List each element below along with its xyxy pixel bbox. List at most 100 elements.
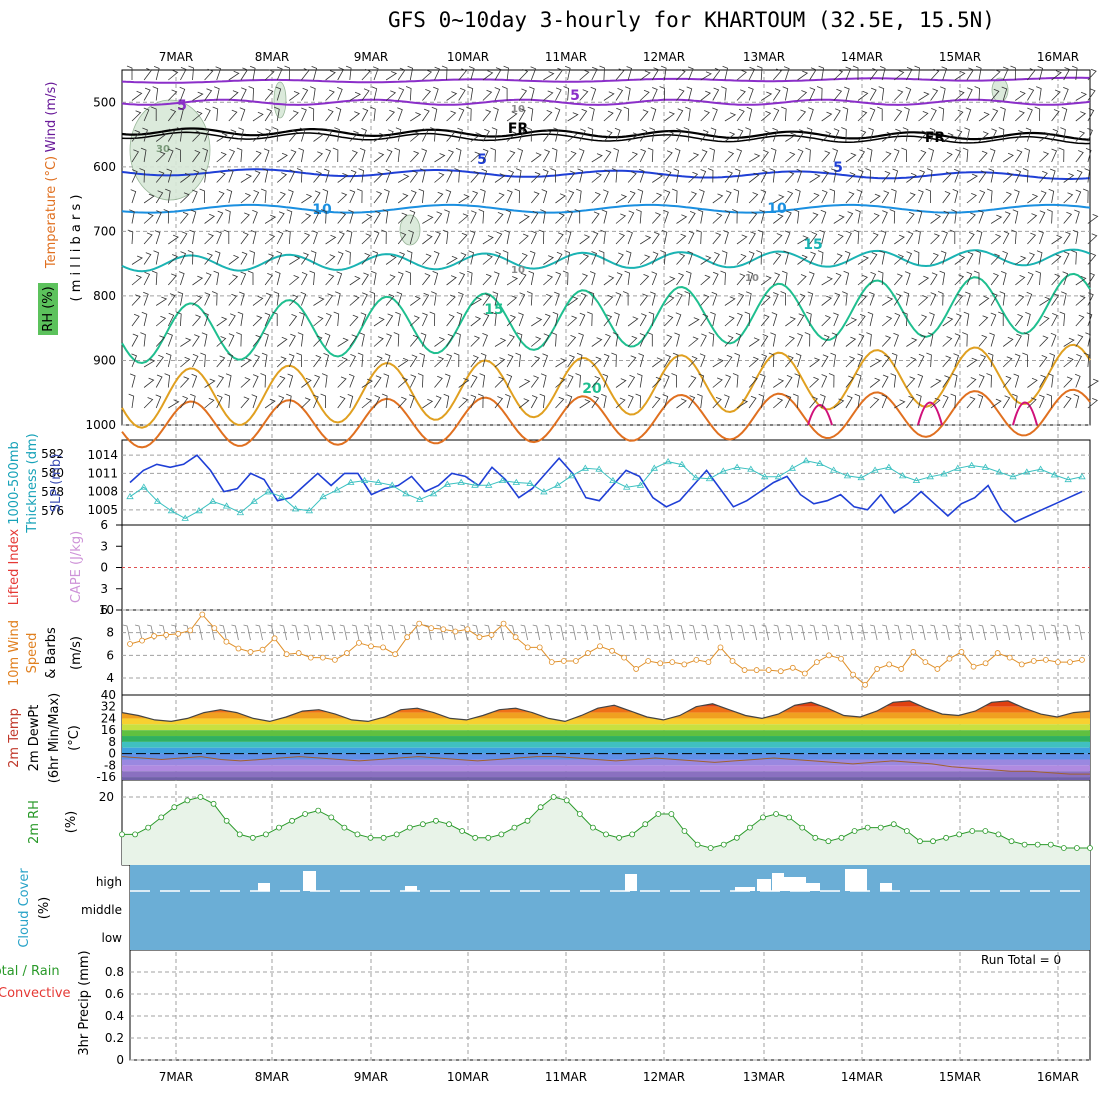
wind-barb — [676, 398, 687, 409]
wind-barb — [263, 332, 269, 347]
cloud-level-high: high — [96, 875, 122, 889]
wind-barb — [942, 355, 952, 368]
wind-barb — [954, 90, 965, 101]
rh-shade-3 — [991, 77, 1009, 103]
slp-tick-1011: 1011 — [87, 466, 118, 480]
wind-barb — [918, 189, 924, 204]
wind-barb — [1027, 87, 1035, 101]
wind-barb — [470, 374, 478, 388]
wind-barb — [942, 210, 950, 224]
wind10m-line-point — [548, 659, 555, 666]
wind-barb — [990, 88, 1000, 101]
wind-barb — [310, 86, 316, 101]
wind-barb — [615, 272, 623, 286]
wind-barb — [830, 352, 836, 368]
wind-barb — [288, 129, 298, 142]
wind-barb — [434, 231, 441, 245]
rh2m-line-point — [354, 831, 361, 838]
wind-barb — [831, 332, 838, 347]
temp-band-4 — [122, 718, 1090, 725]
wind-barb — [129, 209, 135, 224]
wind-barb — [902, 127, 909, 142]
wind10m-barb — [1026, 624, 1035, 641]
wind-barb — [385, 149, 393, 163]
wind-barb — [696, 229, 702, 245]
wind-barb — [841, 127, 847, 142]
wind-barb — [565, 230, 572, 245]
wind-barb — [249, 65, 256, 81]
wind10m-line-point — [1042, 656, 1049, 663]
wind-barb — [1013, 373, 1020, 388]
precip-tick: 0.4 — [105, 1009, 124, 1023]
wind-barb — [845, 336, 857, 347]
label-lifted: Lifted Index — [7, 528, 22, 605]
contour-label-fr2: FR — [925, 130, 946, 146]
wind-barb — [785, 151, 796, 163]
wind-barb — [724, 374, 732, 388]
wind-barb — [845, 152, 857, 163]
wind-barb — [785, 210, 792, 224]
wind-barb — [555, 271, 562, 286]
wind10m-line-point — [295, 650, 302, 656]
wind-barb — [1075, 354, 1082, 368]
wind-barb — [131, 333, 139, 347]
wind-barb — [893, 332, 899, 347]
wind-barb — [337, 87, 343, 101]
thickness-line-point — [181, 514, 189, 521]
wind-barb — [639, 293, 649, 306]
wind-barb — [313, 190, 321, 204]
wind-barb — [518, 214, 530, 224]
wind-barb — [724, 335, 734, 347]
wind-barb — [1012, 209, 1019, 224]
wind-barb — [1012, 393, 1018, 409]
wind-barb — [797, 254, 808, 265]
wind-barb — [1087, 272, 1095, 286]
wind-barb — [866, 332, 872, 347]
wind-barb — [990, 69, 1001, 81]
wind-barb — [651, 271, 658, 286]
wind10m-line-point — [247, 649, 254, 655]
wind10m-barb — [833, 624, 842, 641]
wind-barb — [422, 312, 428, 327]
wind-barb — [746, 106, 753, 122]
wind-barb — [881, 170, 891, 183]
rh2m-line-point — [681, 828, 688, 834]
wind-barb — [615, 68, 625, 81]
wind10m-line-point — [1018, 661, 1025, 668]
wind-barb — [736, 148, 743, 163]
precip-frame — [129, 949, 1091, 1061]
wind-barb — [373, 191, 383, 204]
wind-barb — [648, 311, 655, 327]
wind-barb — [228, 274, 239, 286]
wind-barb — [842, 291, 848, 306]
slp-tick-1008: 1008 — [87, 485, 118, 499]
wind-barb — [1074, 209, 1080, 224]
wind-barb — [1014, 353, 1021, 368]
wind-barb — [902, 311, 908, 327]
wind-barb — [337, 211, 347, 224]
wind-barb — [773, 397, 784, 409]
wind-barb — [531, 317, 543, 327]
wind-barb — [639, 333, 646, 347]
wind-barb — [349, 275, 361, 286]
wind10m-barb — [689, 624, 697, 641]
wind-barb — [349, 150, 358, 163]
wind-barb — [216, 210, 224, 224]
wind-barb — [724, 151, 735, 163]
wind-barb — [187, 250, 194, 265]
wind-barb — [639, 70, 651, 81]
wind-barb — [664, 111, 675, 122]
thickness-line-point — [443, 480, 452, 487]
wind-barb — [264, 108, 273, 122]
wind-barb — [273, 291, 280, 306]
wind-barb — [821, 170, 830, 183]
wind-barb — [373, 132, 386, 142]
temp-band-1 — [122, 700, 1090, 707]
cloud-high-bar-7 — [784, 877, 806, 891]
contour-label-t10b: 10 — [767, 201, 787, 217]
wind-barb — [470, 210, 477, 224]
wind-barb — [192, 150, 201, 163]
wind-barb — [529, 86, 535, 101]
